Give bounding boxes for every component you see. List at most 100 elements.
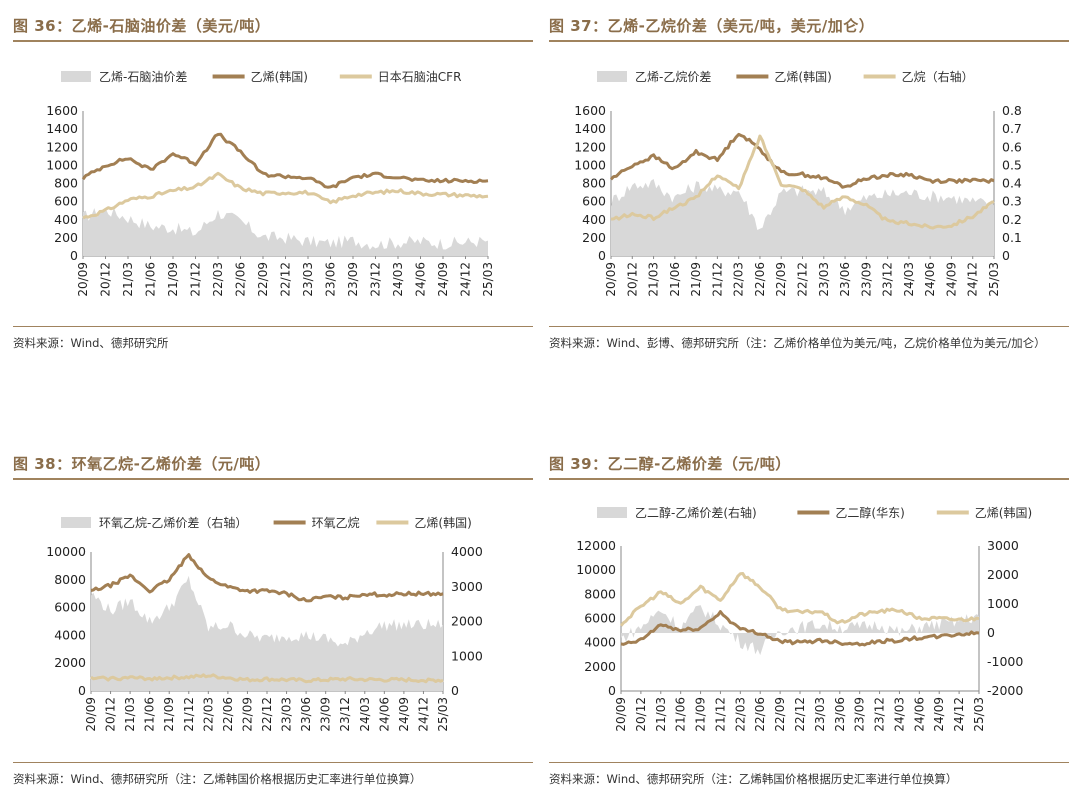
legend-item: 乙二醇(华东) (797, 505, 905, 520)
y-tick-label: 400 (582, 212, 606, 227)
series-line (90, 553, 444, 603)
x-tick-label: 23/12 (873, 697, 887, 732)
x-tick-label: 23/06 (833, 697, 847, 732)
chart-panel-36: 图 36：乙烯-石脑油价差（美元/吨） 乙烯-石脑油价差 乙烯(韩国) 日本石脑油C… (13, 12, 533, 382)
y2-tick-label: 0.7 (1002, 121, 1022, 136)
x-tick-label: 21/03 (647, 262, 661, 297)
y2-tick-label: 0.5 (1002, 157, 1022, 172)
x-tick-label: 23/03 (813, 697, 827, 732)
y2-tick-label: 3000 (987, 538, 1019, 553)
y2-tick-label: 0 (1002, 248, 1010, 263)
y-tick-label: 1000 (574, 157, 606, 172)
x-tick-label: 22/06 (753, 262, 767, 297)
y-tick-label: 0 (70, 248, 78, 263)
y-axis-right: 0 0.1 0.2 0.3 0.4 0.5 0.6 0.7 0.8 (1002, 103, 1022, 263)
legend-label: 乙二醇-乙烯价差(右轴) (635, 505, 757, 520)
x-tick-label: 22/09 (256, 262, 270, 297)
y-tick-label: 12000 (576, 538, 616, 553)
x-tick-label: 23/09 (859, 262, 873, 297)
x-tick-label: 22/06 (221, 697, 235, 732)
legend-swatch (61, 517, 91, 528)
y-tick-label: 1400 (574, 121, 606, 136)
y-tick-label: 0 (608, 683, 616, 698)
legend-item: 环氧乙烷-乙烯价差（右轴） (61, 515, 247, 530)
x-tick-label: 20/09 (76, 262, 90, 297)
y-axis-left: 0 2000 4000 6000 8000 10000 (46, 544, 86, 698)
series-line (619, 572, 980, 627)
legend-item: 乙烯(韩国) (212, 69, 308, 84)
legend-item: 乙烷（右轴） (863, 69, 974, 84)
x-tick-label: 22/09 (773, 697, 787, 732)
legend-label: 乙烯-石脑油价差 (99, 70, 187, 84)
y-tick-label: 2000 (54, 655, 86, 670)
y2-tick-label: 0.2 (1002, 212, 1022, 227)
y2-tick-label: 0 (451, 683, 459, 698)
series-line (82, 171, 489, 220)
x-tick-label: 21/12 (710, 262, 724, 297)
y-axis-right: -2000 -1000 0 1000 2000 3000 (987, 538, 1023, 698)
legend-label: 乙烯(韩国) (414, 515, 471, 530)
y-tick-label: 600 (582, 194, 606, 209)
y-tick-label: 10000 (576, 562, 616, 577)
x-tick-label: 23/09 (853, 697, 867, 732)
y-tick-label: 400 (54, 212, 78, 227)
x-tick-label: 23/06 (324, 262, 338, 297)
x-tick-label: 20/12 (99, 262, 113, 297)
y2-tick-label: 0.8 (1002, 103, 1022, 118)
y-tick-label: 2000 (584, 659, 616, 674)
series-area (83, 207, 488, 256)
y2-tick-label: 2000 (451, 614, 483, 629)
x-tick-label: 21/06 (674, 697, 688, 732)
legend-swatch (597, 507, 627, 518)
y2-tick-label: 2000 (987, 567, 1019, 582)
chart-legend: 乙烯-石脑油价差 乙烯(韩国) 日本石脑油CFR (61, 69, 461, 84)
chart-panel-37: 图 37：乙烯-乙烷价差（美元/吨，美元/加仑） 乙烯-乙烷价差 乙烯(韩国) 乙烷… (549, 12, 1069, 382)
legend-label: 乙烯(韩国) (975, 505, 1032, 520)
x-tick-label: 24/12 (952, 697, 966, 732)
series-line (609, 132, 995, 189)
x-tick-label: 22/06 (753, 697, 767, 732)
x-tick-label: 22/03 (732, 262, 746, 297)
x-tick-label: 24/03 (358, 697, 372, 732)
y-axis-left: 0 200 400 600 800 1000 1200 1400 1600 (574, 103, 606, 263)
chart-panel-39: 图 39：乙二醇-乙烯价差（元/吨） 乙二醇-乙烯价差(右轴) 乙二醇(华东) 乙烯… (549, 450, 1069, 800)
y-tick-label: 0 (598, 248, 606, 263)
series-area (91, 575, 443, 691)
x-axis: 20/09 20/12 21/03 21/06 21/09 21/12 22/03 22/06… (84, 691, 450, 732)
chart-plot: 乙烯-石脑油价差 乙烯(韩国) 日本石脑油CFR 0 200 400 600 800 1000 1… (46, 69, 495, 297)
x-tick-label: 24/09 (436, 262, 450, 297)
x-tick-label: 24/06 (912, 697, 926, 732)
legend-label: 环氧乙烷-乙烯价差（右轴） (99, 515, 247, 530)
chart-legend: 乙二醇-乙烯价差(右轴) 乙二醇(华东) 乙烯(韩国) (597, 505, 1032, 520)
x-tick-label: 21/03 (123, 697, 137, 732)
x-tick-label: 23/12 (369, 262, 383, 297)
x-tick-label: 21/09 (166, 262, 180, 297)
legend-item: 乙烯(韩国) (936, 505, 1032, 520)
x-tick-label: 24/06 (923, 262, 937, 297)
legend-swatch (61, 71, 91, 82)
y-tick-label: 1400 (46, 121, 78, 136)
legend-label: 乙烷（右轴） (902, 69, 974, 84)
y-tick-label: 10000 (46, 544, 86, 559)
y-tick-label: 800 (54, 176, 78, 191)
y2-tick-label: 0.1 (1002, 230, 1022, 245)
y-tick-label: 200 (54, 230, 78, 245)
x-tick-label: 23/03 (301, 262, 315, 297)
y-tick-label: 1200 (574, 139, 606, 154)
x-tick-label: 24/12 (416, 697, 430, 732)
series-line (620, 610, 980, 647)
x-tick-label: 24/06 (414, 262, 428, 297)
x-tick-label: 23/12 (338, 697, 352, 732)
legend-item: 日本石脑油CFR (339, 70, 461, 84)
x-tick-label: 20/09 (84, 697, 98, 732)
chart-title: 图 39：乙二醇-乙烯价差（元/吨） (549, 450, 1069, 480)
x-tick-label: 22/12 (796, 262, 810, 297)
legend-item: 乙烯(韩国) (736, 69, 832, 84)
y2-tick-label: 4000 (451, 544, 483, 559)
legend-label: 环氧乙烷 (312, 516, 360, 530)
x-tick-label: 24/09 (932, 697, 946, 732)
x-tick-label: 21/12 (182, 697, 196, 732)
chart-plot: 乙二醇-乙烯价差(右轴) 乙二醇(华东) 乙烯(韩国) 0 2000 4000 6000 80… (576, 505, 1032, 732)
x-tick-label: 23/12 (881, 262, 895, 297)
x-tick-label: 25/03 (481, 262, 495, 297)
